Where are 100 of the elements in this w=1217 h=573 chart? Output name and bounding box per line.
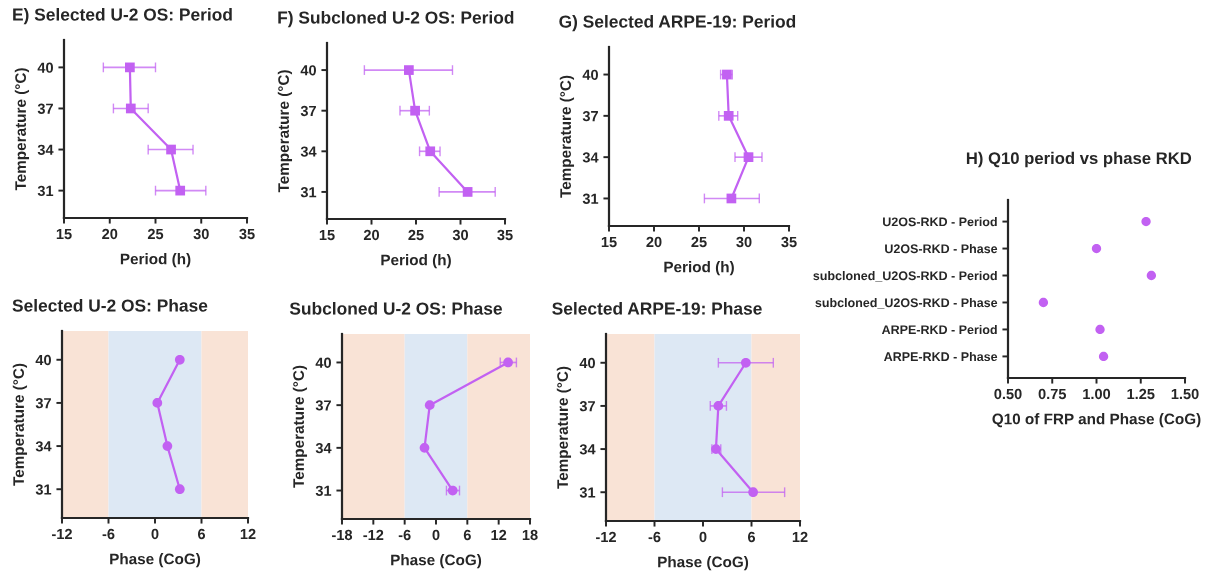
y-tick-label: 31 [37,185,54,197]
point [723,110,734,121]
point [404,65,414,75]
x-tick-label: 20 [363,229,380,241]
y-tick-label: 37 [37,103,53,114]
x-tick-label: -12 [363,529,384,540]
x-tick-label: 30 [736,236,752,248]
point [1038,297,1049,308]
x-tick-label: 6 [747,531,756,543]
y-tick-label: U2OS-RKD - Period [883,217,997,227]
point [1141,216,1151,227]
x-tick-label: 25 [408,229,424,241]
x-tick-label: 0.50 [994,388,1022,400]
point [424,400,435,411]
y-tick-label: 37 [582,110,598,122]
chart-title: H) Q10 period vs phase RKD [966,151,1192,168]
y-tick-label: 40 [582,69,598,80]
y-axis-title: Temperature (°C) [292,365,308,488]
x-tick-label: -12 [596,531,616,542]
y-tick-label: 37 [300,105,316,117]
x-axis-title: Phase (CoG) [658,556,749,571]
y-tick-label: 34 [300,146,317,157]
x-tick-label: 12 [240,528,256,539]
x-tick-label: 30 [452,229,469,241]
point [125,62,135,73]
point [503,357,513,368]
chart-title: Selected ARPE-19: Phase [552,301,762,315]
x-tick-label: 0 [699,531,707,543]
y-tick-label: 40 [37,62,53,73]
x-tick-label: 1.50 [1171,388,1199,400]
x-tick-label: 1.25 [1127,388,1155,400]
x-tick-label: 15 [319,229,335,241]
x-tick-label: 25 [147,228,164,240]
x-tick-label: 0 [432,529,440,541]
x-tick-label: 18 [522,529,538,541]
x-tick-label: 20 [646,236,662,248]
y-tick-label: U2OS-RKD - Phase [885,244,998,254]
point [166,144,176,155]
point [1091,243,1102,254]
x-tick-label: 35 [781,236,797,248]
point [125,103,136,114]
y-tick-label: 31 [579,487,596,498]
point [1098,351,1109,362]
y-tick-label: ARPE-RKD - Phase [883,351,998,362]
x-tick-label: 15 [56,228,72,240]
y-tick-label: 37 [35,398,51,409]
point [175,185,186,196]
point [174,354,185,365]
chart-title: E) Selected U-2 OS: Period [13,7,232,25]
y-tick-label: 34 [315,442,332,454]
x-tick-label: 20 [102,228,118,240]
point [740,357,751,368]
y-tick-label: 40 [315,357,331,368]
y-axis-title: Temperature (°C) [12,363,28,486]
point [743,152,754,163]
y-tick-label: 40 [579,357,595,369]
x-tick-label: 12 [491,529,507,540]
x-tick-label: 0.75 [1038,388,1067,400]
x-axis-title: Q10 of FRP and Phase (CoG) [992,413,1201,428]
chart-title: Selected U-2 OS: Phase [12,298,208,312]
x-tick-label: -6 [102,528,115,540]
y-tick-label: 31 [582,193,599,204]
x-tick-label: -18 [332,529,353,541]
x-tick-label: 30 [193,228,209,240]
point [410,105,420,116]
x-axis-title: Phase (CoG) [391,554,482,569]
point [152,398,163,408]
x-tick-label: 15 [601,236,617,248]
y-tick-label: 31 [35,484,52,495]
point [174,484,185,495]
x-axis-title: Period (h) [381,254,451,269]
y-tick-label: ARPE-RKD - Period [881,324,997,335]
chart-title: G) Selected ARPE-19: Period [559,14,796,32]
y-tick-label: 34 [37,144,54,155]
point [1146,270,1157,281]
point [425,146,436,157]
x-tick-label: 0 [151,528,159,540]
y-tick-label: 40 [300,65,316,76]
x-tick-label: -6 [398,529,411,541]
x-tick-label: 35 [497,229,513,241]
y-tick-label: 34 [582,152,599,163]
x-axis-title: Phase (CoG) [110,553,201,568]
y-axis-title: Temperature (°C) [559,75,575,198]
x-axis-title: Period (h) [664,261,734,276]
x-tick-label: 6 [463,529,471,541]
y-axis-title: Temperature (°C) [277,70,293,193]
y-tick-label: 31 [300,187,317,198]
point [462,187,473,197]
chart-title: F) Subcloned U-2 OS: Period [278,10,514,28]
x-tick-label: -6 [648,531,661,543]
point [713,401,724,411]
point [162,441,173,451]
point [748,487,758,498]
x-tick-label: 25 [691,236,707,248]
x-tick-label: 12 [792,531,808,542]
y-tick-label: subcloned_U2OS-RKD - Period [813,270,997,282]
y-tick-label: subcloned_U2OS-RKD - Phase [815,297,998,309]
y-tick-label: 40 [35,354,51,366]
x-tick-label: -12 [52,528,72,539]
x-tick-label: 35 [239,228,255,240]
